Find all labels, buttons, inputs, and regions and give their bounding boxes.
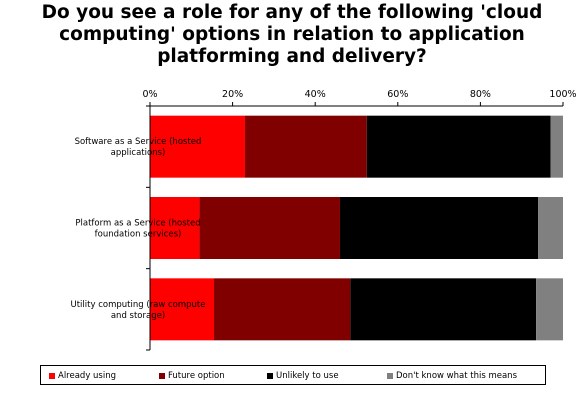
x-tick-label: 100%: [549, 89, 576, 100]
legend-label: Unlikely to use: [276, 371, 339, 381]
x-tick-label: 20%: [222, 89, 243, 100]
bar-segment-already-using: [150, 115, 245, 178]
chart-title-line: Do you see a role for any of the followi…: [41, 2, 543, 23]
legend-item: Don't know what this means: [387, 371, 517, 381]
x-tick-label: 0%: [142, 89, 157, 100]
chart-title-line: platforming and delivery?: [157, 46, 427, 67]
legend-item: Already using: [49, 371, 116, 381]
legend-swatch: [267, 373, 273, 379]
y-category-label: Utility computing (raw compute: [71, 300, 206, 310]
legend-label: Don't know what this means: [396, 371, 517, 381]
chart-legend: Already using Future option Unlikely to us…: [40, 365, 546, 385]
bar-segment-future-option: [199, 197, 340, 259]
x-tick-label: 40%: [305, 89, 326, 100]
y-category-label: and storage): [111, 311, 165, 321]
legend-swatch: [159, 373, 165, 379]
legend-label: Already using: [58, 371, 117, 381]
chart-title: Do you see a role for any of the followi…: [20, 2, 564, 68]
bar-segment-already-using: [150, 197, 200, 259]
bar-segment-already-using: [150, 278, 215, 341]
legend-item: Unlikely to use: [267, 371, 339, 381]
y-category-label: foundation services): [95, 230, 182, 240]
y-category-label: Software as a Service (hosted: [75, 137, 202, 147]
x-tick-label: 60%: [387, 89, 408, 100]
bar-segment-unlikely-to-use: [339, 197, 539, 259]
y-category-label: applications): [111, 148, 166, 158]
x-tick-label: 80%: [470, 89, 491, 100]
y-category-label: Platform as a Service (hosted: [75, 219, 200, 229]
bar-segment-unlikely-to-use: [366, 115, 551, 178]
chart-title-line: computing' options in relation to applic…: [59, 24, 525, 45]
bar-segment-future-option: [214, 278, 351, 341]
legend-swatch: [387, 373, 393, 379]
legend-swatch: [49, 373, 55, 379]
legend-label: Future option: [168, 371, 225, 381]
bar-segment-don-t-know-what-this-means: [536, 278, 563, 341]
legend-item: Future option: [159, 371, 225, 381]
bar-segment-don-t-know-what-this-means: [550, 115, 563, 178]
bar-segment-future-option: [244, 115, 367, 178]
bar-segment-don-t-know-what-this-means: [538, 197, 563, 259]
bar-segment-unlikely-to-use: [350, 278, 537, 341]
